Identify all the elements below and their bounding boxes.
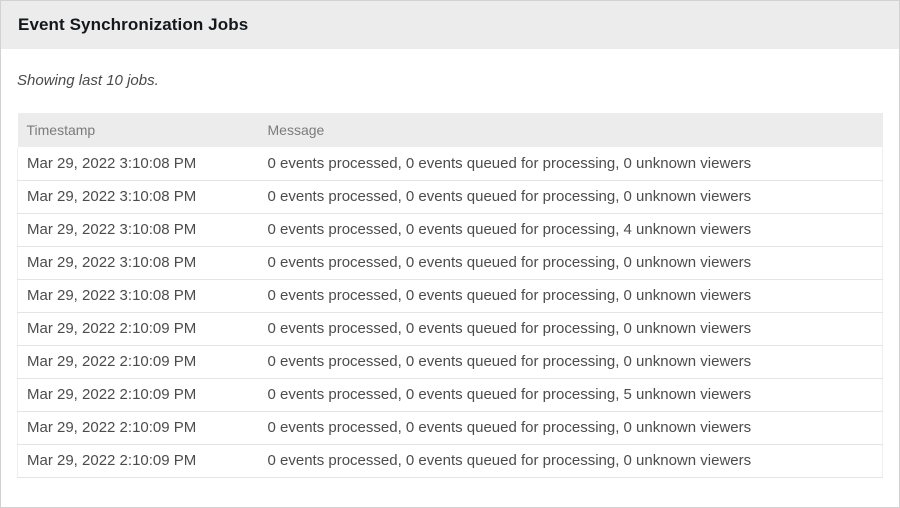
timestamp-cell: Mar 29, 2022 3:10:08 PM: [17, 180, 259, 214]
jobs-table: Timestamp Message Mar 29, 2022 3:10:08 P…: [17, 113, 883, 478]
page-title: Event Synchronization Jobs: [18, 15, 249, 34]
table-row: Mar 29, 2022 2:10:09 PM 0 events process…: [17, 444, 883, 478]
message-cell: 0 events processed, 0 events queued for …: [258, 180, 883, 214]
table-row: Mar 29, 2022 2:10:09 PM 0 events process…: [17, 378, 883, 412]
message-cell: 0 events processed, 0 events queued for …: [258, 147, 883, 181]
message-cell: 0 events processed, 0 events queued for …: [258, 246, 883, 280]
table-row: Mar 29, 2022 3:10:08 PM 0 events process…: [17, 180, 883, 214]
message-cell: 0 events processed, 0 events queued for …: [258, 213, 883, 247]
table-row: Mar 29, 2022 3:10:08 PM 0 events process…: [17, 279, 883, 313]
jobs-table-head: Timestamp Message: [17, 113, 883, 147]
timestamp-cell: Mar 29, 2022 2:10:09 PM: [17, 411, 259, 445]
jobs-count-note: Showing last 10 jobs.: [17, 72, 159, 89]
column-header-message: Message: [258, 113, 883, 147]
message-cell: 0 events processed, 0 events queued for …: [258, 378, 883, 412]
table-row: Mar 29, 2022 3:10:08 PM 0 events process…: [17, 213, 883, 247]
timestamp-cell: Mar 29, 2022 2:10:09 PM: [17, 378, 259, 412]
timestamp-cell: Mar 29, 2022 2:10:09 PM: [17, 345, 259, 379]
timestamp-cell: Mar 29, 2022 3:10:08 PM: [17, 213, 259, 247]
timestamp-cell: Mar 29, 2022 2:10:09 PM: [17, 444, 259, 478]
table-row: Mar 29, 2022 2:10:09 PM 0 events process…: [17, 312, 883, 346]
panel-header: Event Synchronization Jobs: [1, 1, 899, 49]
jobs-table-body: Mar 29, 2022 3:10:08 PM 0 events process…: [17, 147, 883, 478]
message-cell: 0 events processed, 0 events queued for …: [258, 345, 883, 379]
table-row: Mar 29, 2022 3:10:08 PM 0 events process…: [17, 147, 883, 181]
table-row: Mar 29, 2022 2:10:09 PM 0 events process…: [17, 345, 883, 379]
column-header-timestamp: Timestamp: [17, 113, 259, 147]
timestamp-cell: Mar 29, 2022 2:10:09 PM: [17, 312, 259, 346]
timestamp-cell: Mar 29, 2022 3:10:08 PM: [17, 147, 259, 181]
timestamp-cell: Mar 29, 2022 3:10:08 PM: [17, 246, 259, 280]
message-cell: 0 events processed, 0 events queued for …: [258, 444, 883, 478]
message-cell: 0 events processed, 0 events queued for …: [258, 411, 883, 445]
timestamp-cell: Mar 29, 2022 3:10:08 PM: [17, 279, 259, 313]
message-cell: 0 events processed, 0 events queued for …: [258, 279, 883, 313]
header-row: Timestamp Message: [17, 113, 883, 147]
table-row: Mar 29, 2022 2:10:09 PM 0 events process…: [17, 411, 883, 445]
message-cell: 0 events processed, 0 events queued for …: [258, 312, 883, 346]
table-row: Mar 29, 2022 3:10:08 PM 0 events process…: [17, 246, 883, 280]
